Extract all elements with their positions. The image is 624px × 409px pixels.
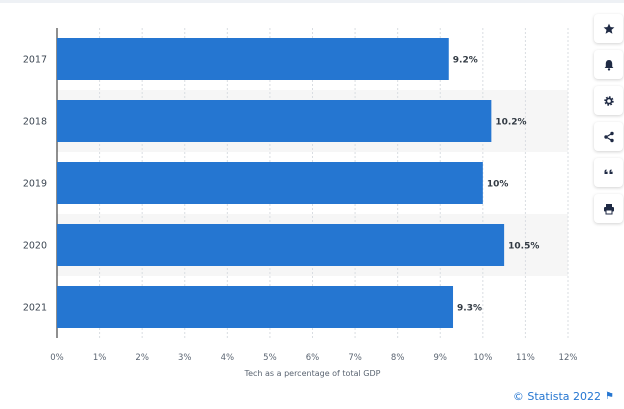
bell-icon [604, 59, 613, 71]
favorite-button[interactable] [594, 14, 623, 43]
flag-icon: ⚑ [605, 391, 614, 402]
value-label: 10% [487, 180, 509, 190]
bar-2020 [57, 224, 505, 266]
bar-2018 [57, 100, 492, 142]
category-label: 2020 [23, 241, 47, 252]
print-icon [603, 203, 614, 214]
share-button[interactable] [594, 122, 623, 151]
value-label: 10.5% [508, 242, 539, 252]
star-icon [603, 23, 614, 34]
x-tick-label: 0% [50, 353, 64, 363]
x-tick-label: 3% [178, 353, 192, 363]
value-label: 9.2% [453, 56, 478, 66]
quote-icon [604, 169, 613, 174]
bar-2017 [57, 38, 449, 80]
x-tick-label: 2% [135, 353, 149, 363]
category-label: 2018 [23, 117, 47, 128]
gear-icon [603, 95, 614, 106]
x-tick-label: 9% [434, 353, 448, 363]
category-labels: 2017 2018 2019 2020 2021 [23, 55, 47, 314]
x-tick-labels: 0% 1% 2% 3% 4% 5% 6% 7% 8% 9% 10% 11% 12% [50, 353, 577, 363]
bar-2021 [57, 286, 454, 328]
statista-credit-link[interactable]: © Statista 2022 ⚑ [513, 390, 614, 403]
credit-text: © Statista 2022 [512, 390, 602, 403]
top-divider [0, 0, 624, 3]
x-tick-label: 7% [348, 353, 362, 363]
settings-button[interactable] [594, 86, 623, 115]
value-label: 10.2% [495, 118, 526, 128]
category-label: 2019 [23, 179, 47, 190]
x-tick-label: 10% [473, 353, 492, 363]
value-labels: 9.2% 10.2% 10% 10.5% 9.3% [453, 56, 540, 314]
value-label: 9.3% [457, 304, 482, 314]
x-tick-label: 12% [559, 353, 578, 363]
print-button[interactable] [594, 194, 623, 223]
category-label: 2017 [23, 55, 47, 66]
bar-2019 [57, 162, 483, 204]
x-tick-label: 6% [306, 353, 320, 363]
category-label: 2021 [23, 303, 47, 314]
x-tick-label: 11% [516, 353, 535, 363]
x-tick-label: 1% [93, 353, 107, 363]
x-axis-title: Tech as a percentage of total GDP [244, 369, 381, 378]
x-tick-label: 5% [263, 353, 277, 363]
bars [57, 38, 505, 328]
notification-button[interactable] [594, 50, 623, 79]
x-tick-label: 8% [391, 353, 405, 363]
share-icon [603, 131, 614, 142]
x-tick-label: 4% [221, 353, 235, 363]
chart-toolbar [591, 12, 624, 226]
cite-button[interactable] [594, 158, 623, 187]
